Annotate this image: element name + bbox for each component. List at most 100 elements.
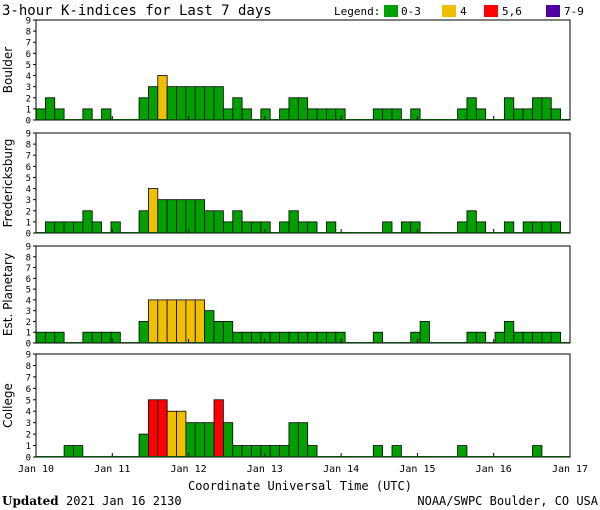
legend-swatch-0-3 bbox=[384, 5, 398, 17]
x-axis: Jan 10 Jan 11 Jan 12 Jan 13 Jan 14 Jan 15 Jan … bbox=[18, 464, 588, 475]
y-tick-label: 6 bbox=[26, 275, 31, 285]
bar bbox=[269, 331, 280, 344]
legend-label: Legend: bbox=[334, 5, 380, 18]
bar bbox=[288, 210, 299, 234]
y-tick-label: 6 bbox=[26, 385, 31, 395]
source-credit: NOAA/SWPC Boulder, CO USA bbox=[417, 494, 598, 508]
y-tick-label: 7 bbox=[26, 264, 31, 274]
updated-value: 2021 Jan 16 2130 bbox=[66, 494, 182, 508]
bar bbox=[44, 221, 56, 234]
bar bbox=[391, 445, 402, 458]
y-tick-label: 4 bbox=[26, 408, 31, 418]
bar bbox=[316, 331, 327, 344]
bar bbox=[316, 108, 327, 121]
chart-title: 3-hour K-indices for Last 7 days bbox=[2, 3, 272, 19]
bar bbox=[288, 97, 299, 121]
bar bbox=[204, 86, 215, 121]
bar bbox=[382, 108, 393, 121]
x-axis-title: Coordinate Universal Time (UTC) bbox=[188, 479, 412, 493]
bar bbox=[213, 399, 224, 458]
bar bbox=[222, 321, 234, 344]
bar bbox=[35, 331, 46, 344]
x-tick-label: Jan 13 bbox=[247, 464, 283, 475]
x-tick-label: Jan 10 bbox=[18, 464, 54, 475]
y-tick-label: 3 bbox=[26, 196, 31, 206]
bar bbox=[475, 221, 487, 234]
bar bbox=[204, 422, 215, 458]
bar bbox=[532, 331, 543, 344]
y-tick-label: 7 bbox=[26, 373, 31, 383]
bar bbox=[326, 331, 337, 344]
x-tick-label: Jan 17 bbox=[552, 464, 588, 475]
bar bbox=[494, 331, 505, 344]
bar bbox=[251, 331, 262, 344]
bar bbox=[82, 210, 93, 234]
bar bbox=[148, 299, 159, 344]
y-tick-label: 1 bbox=[26, 218, 31, 228]
bar bbox=[307, 445, 318, 458]
bar bbox=[54, 221, 65, 234]
panel-frame bbox=[35, 132, 571, 234]
bar bbox=[73, 221, 84, 234]
y-tick-label: 8 bbox=[26, 362, 31, 372]
bar bbox=[54, 331, 65, 344]
y-tick-label: 0 bbox=[26, 454, 31, 464]
bar bbox=[166, 299, 177, 344]
bar bbox=[166, 199, 177, 234]
y-tick-label: 5 bbox=[26, 396, 31, 406]
bar bbox=[101, 331, 112, 344]
bar bbox=[138, 210, 149, 234]
bar bbox=[410, 108, 421, 121]
y-tick-label: 4 bbox=[26, 72, 31, 82]
legend-label-0-3: 0-3 bbox=[401, 5, 421, 18]
bar bbox=[475, 108, 487, 121]
bar bbox=[63, 445, 74, 458]
y-tick-label: 2 bbox=[26, 207, 31, 217]
y-tick-label: 8 bbox=[26, 28, 31, 38]
bar bbox=[101, 108, 112, 121]
bar bbox=[185, 422, 196, 458]
bar bbox=[297, 331, 309, 344]
bar bbox=[335, 108, 346, 121]
bar bbox=[157, 399, 168, 458]
bar bbox=[148, 86, 159, 121]
bar bbox=[457, 445, 468, 458]
bar bbox=[222, 422, 234, 458]
y-tick-label: 5 bbox=[26, 61, 31, 71]
bar bbox=[410, 331, 421, 344]
bar bbox=[166, 410, 177, 458]
bar bbox=[194, 199, 206, 234]
bar bbox=[222, 221, 234, 234]
bar bbox=[297, 422, 309, 458]
y-tick-label: 2 bbox=[26, 94, 31, 104]
y-tick-label: 2 bbox=[26, 431, 31, 441]
y-tick-label: 6 bbox=[26, 50, 31, 60]
y-tick-label: 1 bbox=[26, 329, 31, 339]
updated-label: Updated bbox=[2, 494, 59, 508]
bar bbox=[279, 445, 290, 458]
bar bbox=[400, 221, 412, 234]
bar bbox=[138, 433, 149, 458]
y-tick-label: 9 bbox=[26, 351, 31, 361]
bar bbox=[513, 331, 524, 344]
x-tick-label: Jan 15 bbox=[399, 464, 435, 475]
bar bbox=[532, 445, 543, 458]
bar bbox=[372, 108, 384, 121]
bar bbox=[232, 97, 243, 121]
bar bbox=[541, 331, 552, 344]
panel-frame bbox=[35, 19, 571, 121]
y-tick-label: 3 bbox=[26, 83, 31, 93]
bar bbox=[260, 108, 271, 121]
footer: Updated 2021 Jan 16 2130 NOAA/SWPC Bould… bbox=[2, 494, 599, 508]
legend: Legend: 0-3 4 5,6 7-9 bbox=[334, 5, 584, 18]
y-axis-label: Fredericksburg bbox=[1, 139, 15, 228]
bar bbox=[204, 210, 215, 234]
bar bbox=[176, 199, 187, 234]
bar bbox=[307, 331, 318, 344]
y-tick-label: 0 bbox=[26, 340, 31, 350]
bar bbox=[504, 321, 515, 344]
y-tick-label: 1 bbox=[26, 105, 31, 115]
